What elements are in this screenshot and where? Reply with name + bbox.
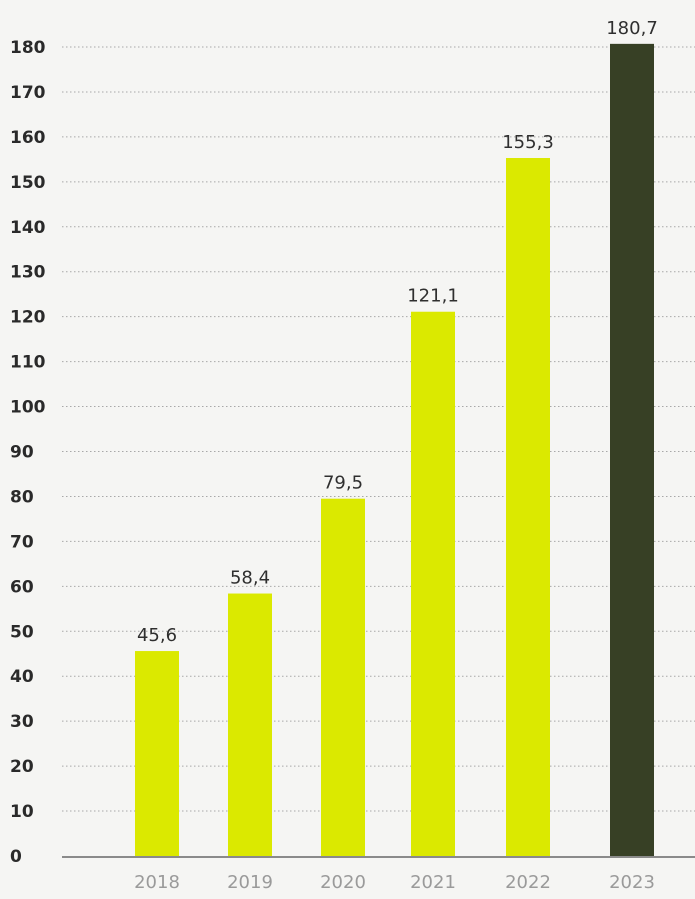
y-tick-label-180: 180 [10, 38, 46, 58]
y-tick-label-60: 60 [10, 577, 34, 597]
x-tick-label-2021: 2021 [410, 872, 456, 893]
y-tick-label-130: 130 [10, 263, 46, 283]
x-tick-label-2019: 2019 [227, 872, 273, 893]
y-tick-label-30: 30 [10, 712, 34, 732]
y-tick-label-170: 170 [10, 83, 46, 103]
value-labels: 45,6 58,4 79,5 121,1 155,3 180,7 [137, 18, 658, 646]
y-tick-label-120: 120 [10, 308, 46, 328]
bar-2019 [228, 594, 272, 856]
y-tick-label-20: 20 [10, 757, 34, 777]
y-axis-labels: 0 10 20 30 40 50 60 70 80 90 100 110 120 130 140 150 160… [10, 38, 46, 867]
bar-2023 [610, 44, 654, 856]
y-tick-label-10: 10 [10, 802, 34, 822]
bar-2022 [506, 158, 550, 856]
y-tick-label-150: 150 [10, 173, 46, 193]
y-tick-label-50: 50 [10, 622, 34, 642]
y-tick-label-80: 80 [10, 487, 34, 507]
value-label-2020: 79,5 [323, 473, 363, 494]
bar-2021 [411, 312, 455, 856]
y-tick-label-40: 40 [10, 667, 34, 687]
bars [135, 44, 654, 856]
bar-2020 [321, 499, 365, 856]
x-tick-label-2022: 2022 [505, 872, 551, 893]
y-tick-label-0: 0 [10, 847, 22, 867]
value-label-2019: 58,4 [230, 568, 270, 589]
y-tick-label-140: 140 [10, 218, 46, 238]
y-tick-label-100: 100 [10, 398, 46, 418]
value-label-2021: 121,1 [407, 286, 459, 307]
x-axis-labels: 2018 2019 2020 2021 2022 2023 [134, 872, 655, 893]
x-tick-label-2018: 2018 [134, 872, 180, 893]
x-tick-label-2020: 2020 [320, 872, 366, 893]
bar-2018 [135, 651, 179, 856]
y-tick-label-110: 110 [10, 353, 46, 373]
y-tick-label-90: 90 [10, 443, 34, 463]
y-tick-label-70: 70 [10, 532, 34, 552]
value-label-2023: 180,7 [606, 18, 658, 39]
y-tick-label-160: 160 [10, 128, 46, 148]
value-label-2022: 155,3 [502, 132, 554, 153]
x-tick-label-2023: 2023 [609, 872, 655, 893]
value-label-2018: 45,6 [137, 625, 177, 646]
